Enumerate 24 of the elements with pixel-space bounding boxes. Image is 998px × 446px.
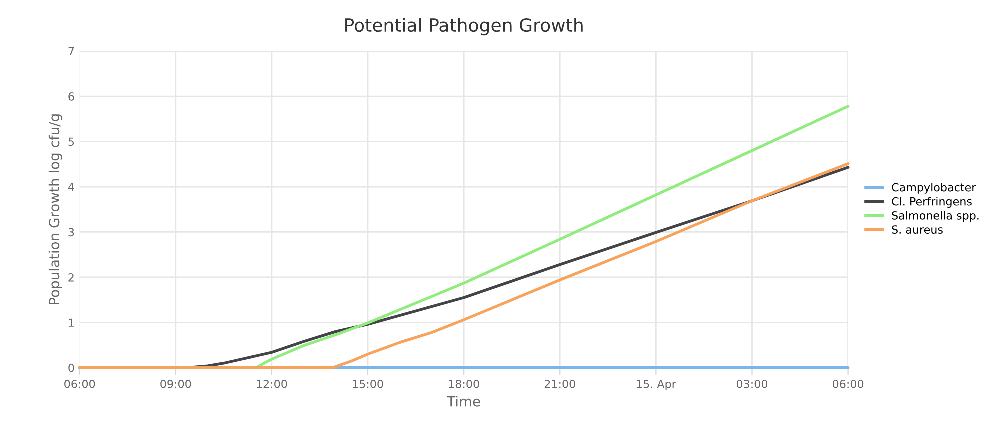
y-tick-label: 4 [68,183,74,192]
x-tick-label: 15:00 [353,380,384,388]
legend-label: Cl. Perfringens [892,197,972,208]
x-tick-label: 06:00 [833,380,864,388]
x-tick-label: 18:00 [449,380,480,388]
legend-label: Campylobacter [892,183,976,194]
y-tick-label: 2 [68,273,74,282]
y-tick-label: 7 [68,47,74,56]
y-axis-title: Population Growth log cfu/g [48,114,62,304]
x-axis-title: Time [447,396,480,407]
legend-label: S. aureus [892,226,943,234]
chart-title: Potential Pathogen Growth [346,18,583,36]
y-tick-label: 5 [68,138,74,146]
y-tick-label: 0 [68,364,74,372]
x-tick-label: 03:00 [736,380,768,388]
y-tick-label: 6 [68,92,74,101]
legend-label: Salmonella spp. [892,211,979,222]
y-tick-label: 1 [69,318,74,327]
x-tick-label: 21:00 [544,380,576,388]
y-tick-label: 3 [68,228,74,237]
x-tick-label: 15. Apr [637,380,676,391]
x-tick-label: 06:00 [64,380,96,388]
x-tick-label: 12:00 [257,380,288,388]
x-tick-label: 09:00 [160,380,192,388]
